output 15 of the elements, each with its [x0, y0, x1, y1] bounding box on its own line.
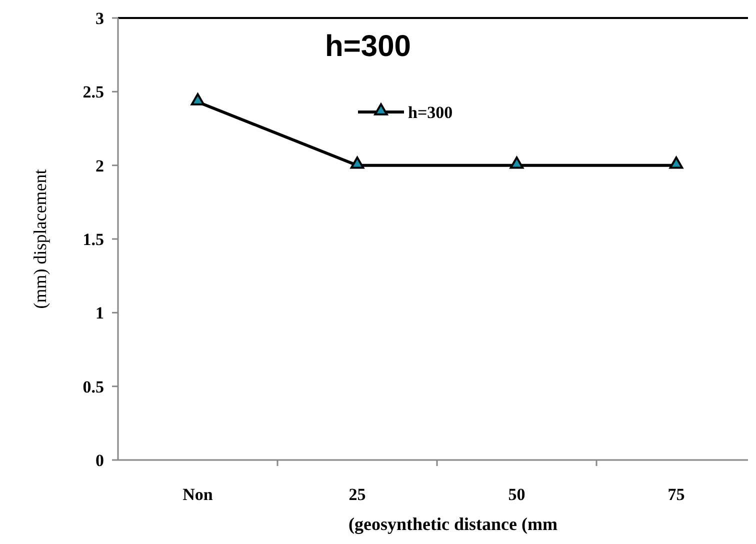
y-tick-label: 1.5	[82, 230, 104, 249]
y-tick-label: 0.5	[82, 377, 104, 396]
y-tick-label: 1	[96, 304, 104, 323]
y-tick-label: 0	[96, 450, 104, 470]
y-tick-label: 2	[96, 156, 104, 176]
x-tick-label: Non	[182, 485, 214, 504]
chart-title: h=300	[325, 30, 411, 63]
legend-label: h=300	[408, 102, 453, 122]
y-tick-label: 3	[96, 8, 104, 28]
x-tick-label: 75	[668, 485, 685, 504]
y-axis-title: (mm) displacement	[30, 169, 50, 309]
y-tick-label: 2.5	[82, 82, 104, 102]
x-axis-title: (geosynthetic distance (mm	[348, 514, 558, 534]
x-tick-label: 25	[348, 485, 366, 504]
x-tick-label: 50	[508, 485, 526, 504]
